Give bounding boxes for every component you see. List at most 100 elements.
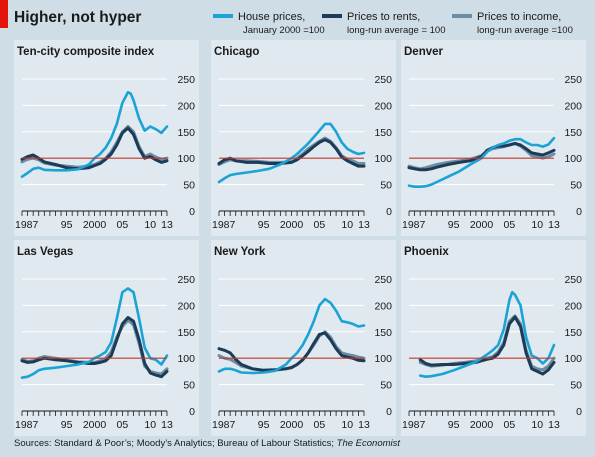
x-tick-label: 10 bbox=[531, 419, 543, 431]
y-tick-label: 100 bbox=[374, 353, 392, 365]
legend-label-prices-to-income: Prices to income, bbox=[477, 11, 561, 23]
y-tick-label: 100 bbox=[177, 153, 195, 165]
panel-chicago: Chicago 250 200 150 100 50 0 1987 95 2000 05 10 13 bbox=[211, 40, 396, 236]
y-tick-label: 100 bbox=[177, 353, 195, 365]
x-tick-label: 2000 bbox=[470, 419, 494, 431]
y-tick-label: 100 bbox=[564, 353, 582, 365]
y-tick-label: 0 bbox=[576, 206, 582, 218]
y-tick-label: 150 bbox=[564, 327, 582, 339]
series-line-house-prices bbox=[20, 90, 169, 178]
y-tick-label: 0 bbox=[576, 406, 582, 418]
x-tick-label: 95 bbox=[448, 219, 460, 231]
x-tick-label: 13 bbox=[358, 419, 370, 431]
x-tick-label: 2000 bbox=[280, 419, 304, 431]
y-tick-label: 50 bbox=[380, 380, 392, 392]
source-text: Sources: Standard & Poor’s; Moody’s Anal… bbox=[14, 438, 337, 449]
y-tick-label: 50 bbox=[570, 180, 582, 192]
x-tick-label: 2000 bbox=[83, 419, 107, 431]
y-tick-label: 250 bbox=[564, 274, 582, 286]
x-tick-label: 1987 bbox=[212, 419, 236, 431]
panel-title: Chicago bbox=[214, 46, 259, 58]
y-tick-label: 250 bbox=[177, 274, 195, 286]
x-tick-label: 95 bbox=[448, 419, 460, 431]
y-tick-label: 250 bbox=[374, 274, 392, 286]
x-tick-label: 1987 bbox=[212, 219, 236, 231]
y-tick-label: 200 bbox=[374, 100, 392, 112]
x-tick-label: 05 bbox=[504, 219, 516, 231]
x-tick-label: 1987 bbox=[402, 219, 426, 231]
x-tick-label: 10 bbox=[341, 219, 353, 231]
panel-title: Ten-city composite index bbox=[17, 46, 155, 58]
legend-sublabel-house-prices: January 2000 =100 bbox=[243, 25, 325, 36]
x-tick-label: 13 bbox=[161, 219, 173, 231]
y-tick-label: 150 bbox=[564, 127, 582, 139]
panel-background bbox=[211, 240, 396, 436]
panel-title: Las Vegas bbox=[17, 246, 73, 258]
y-tick-label: 200 bbox=[177, 100, 195, 112]
panel-background bbox=[401, 240, 586, 436]
series-line-prices-to-rents bbox=[217, 331, 366, 372]
y-tick-label: 200 bbox=[177, 300, 195, 312]
panel-background bbox=[401, 40, 586, 236]
y-tick-label: 50 bbox=[183, 380, 195, 392]
x-tick-label: 2000 bbox=[83, 219, 107, 231]
panel-background bbox=[14, 40, 199, 236]
series-line-house-prices bbox=[217, 122, 366, 184]
x-tick-label: 10 bbox=[341, 419, 353, 431]
x-tick-label: 95 bbox=[61, 219, 73, 231]
x-tick-label: 13 bbox=[161, 419, 173, 431]
panel-ten-city-composite-index: Ten-city composite index 250 200 150 100 50 0 1… bbox=[14, 40, 199, 236]
panel-background bbox=[211, 40, 396, 236]
x-tick-label: 2000 bbox=[470, 219, 494, 231]
legend-sublabel-prices-to-rents: long-run average = 100 bbox=[347, 25, 446, 36]
x-tick-label: 05 bbox=[117, 219, 129, 231]
y-tick-label: 0 bbox=[189, 206, 195, 218]
x-tick-label: 10 bbox=[144, 219, 156, 231]
x-tick-label: 13 bbox=[358, 219, 370, 231]
legend: House prices, January 2000 =100 Prices t… bbox=[213, 11, 573, 36]
panel-denver: Denver 250 200 150 100 50 0 1987 95 2000 05 10 13 bbox=[401, 40, 586, 236]
y-tick-label: 50 bbox=[380, 180, 392, 192]
x-tick-label: 2000 bbox=[280, 219, 304, 231]
x-tick-label: 05 bbox=[314, 419, 326, 431]
y-tick-label: 50 bbox=[570, 380, 582, 392]
panel-title: Denver bbox=[404, 46, 444, 58]
x-tick-label: 95 bbox=[258, 419, 270, 431]
x-tick-label: 13 bbox=[548, 419, 560, 431]
y-tick-label: 100 bbox=[564, 153, 582, 165]
panel-new-york: New York 250 200 150 100 50 0 1987 95 2000 05 10 13 bbox=[211, 240, 396, 436]
x-tick-label: 10 bbox=[144, 419, 156, 431]
y-tick-label: 250 bbox=[374, 74, 392, 86]
series-line-prices-to-rents bbox=[418, 315, 556, 376]
y-tick-label: 200 bbox=[564, 300, 582, 312]
series-line-prices-to-rents bbox=[217, 138, 366, 168]
legend-sublabel-prices-to-income: long-run average =100 bbox=[477, 25, 573, 36]
legend-label-house-prices: House prices, bbox=[238, 11, 305, 23]
x-tick-label: 13 bbox=[548, 219, 560, 231]
x-tick-label: 05 bbox=[314, 219, 326, 231]
legend-label-prices-to-rents: Prices to rents, bbox=[347, 11, 420, 23]
y-tick-label: 150 bbox=[374, 127, 392, 139]
panel-title: Phoenix bbox=[404, 246, 449, 258]
y-tick-label: 150 bbox=[177, 327, 195, 339]
panel-las-vegas: Las Vegas 250 200 150 100 50 0 1987 95 2000 05 10 13 bbox=[14, 240, 199, 436]
y-tick-label: 0 bbox=[189, 406, 195, 418]
source-note: Sources: Standard & Poor’s; Moody’s Anal… bbox=[14, 438, 400, 449]
x-tick-label: 10 bbox=[531, 219, 543, 231]
panels: Ten-city composite index2502001501005001… bbox=[14, 40, 586, 436]
x-tick-label: 1987 bbox=[15, 219, 39, 231]
y-tick-label: 150 bbox=[374, 327, 392, 339]
x-tick-label: 1987 bbox=[402, 419, 426, 431]
series-line-house-prices bbox=[217, 297, 366, 375]
series-line-house-prices bbox=[20, 287, 169, 379]
x-tick-label: 1987 bbox=[15, 419, 39, 431]
source-publication: The Economist bbox=[337, 438, 401, 449]
panel-background bbox=[14, 240, 199, 436]
y-tick-label: 0 bbox=[386, 206, 392, 218]
y-tick-label: 0 bbox=[386, 406, 392, 418]
y-tick-label: 50 bbox=[183, 180, 195, 192]
series-line-house-prices bbox=[418, 290, 556, 378]
x-tick-label: 05 bbox=[504, 419, 516, 431]
y-tick-label: 200 bbox=[564, 100, 582, 112]
x-tick-label: 95 bbox=[61, 419, 73, 431]
